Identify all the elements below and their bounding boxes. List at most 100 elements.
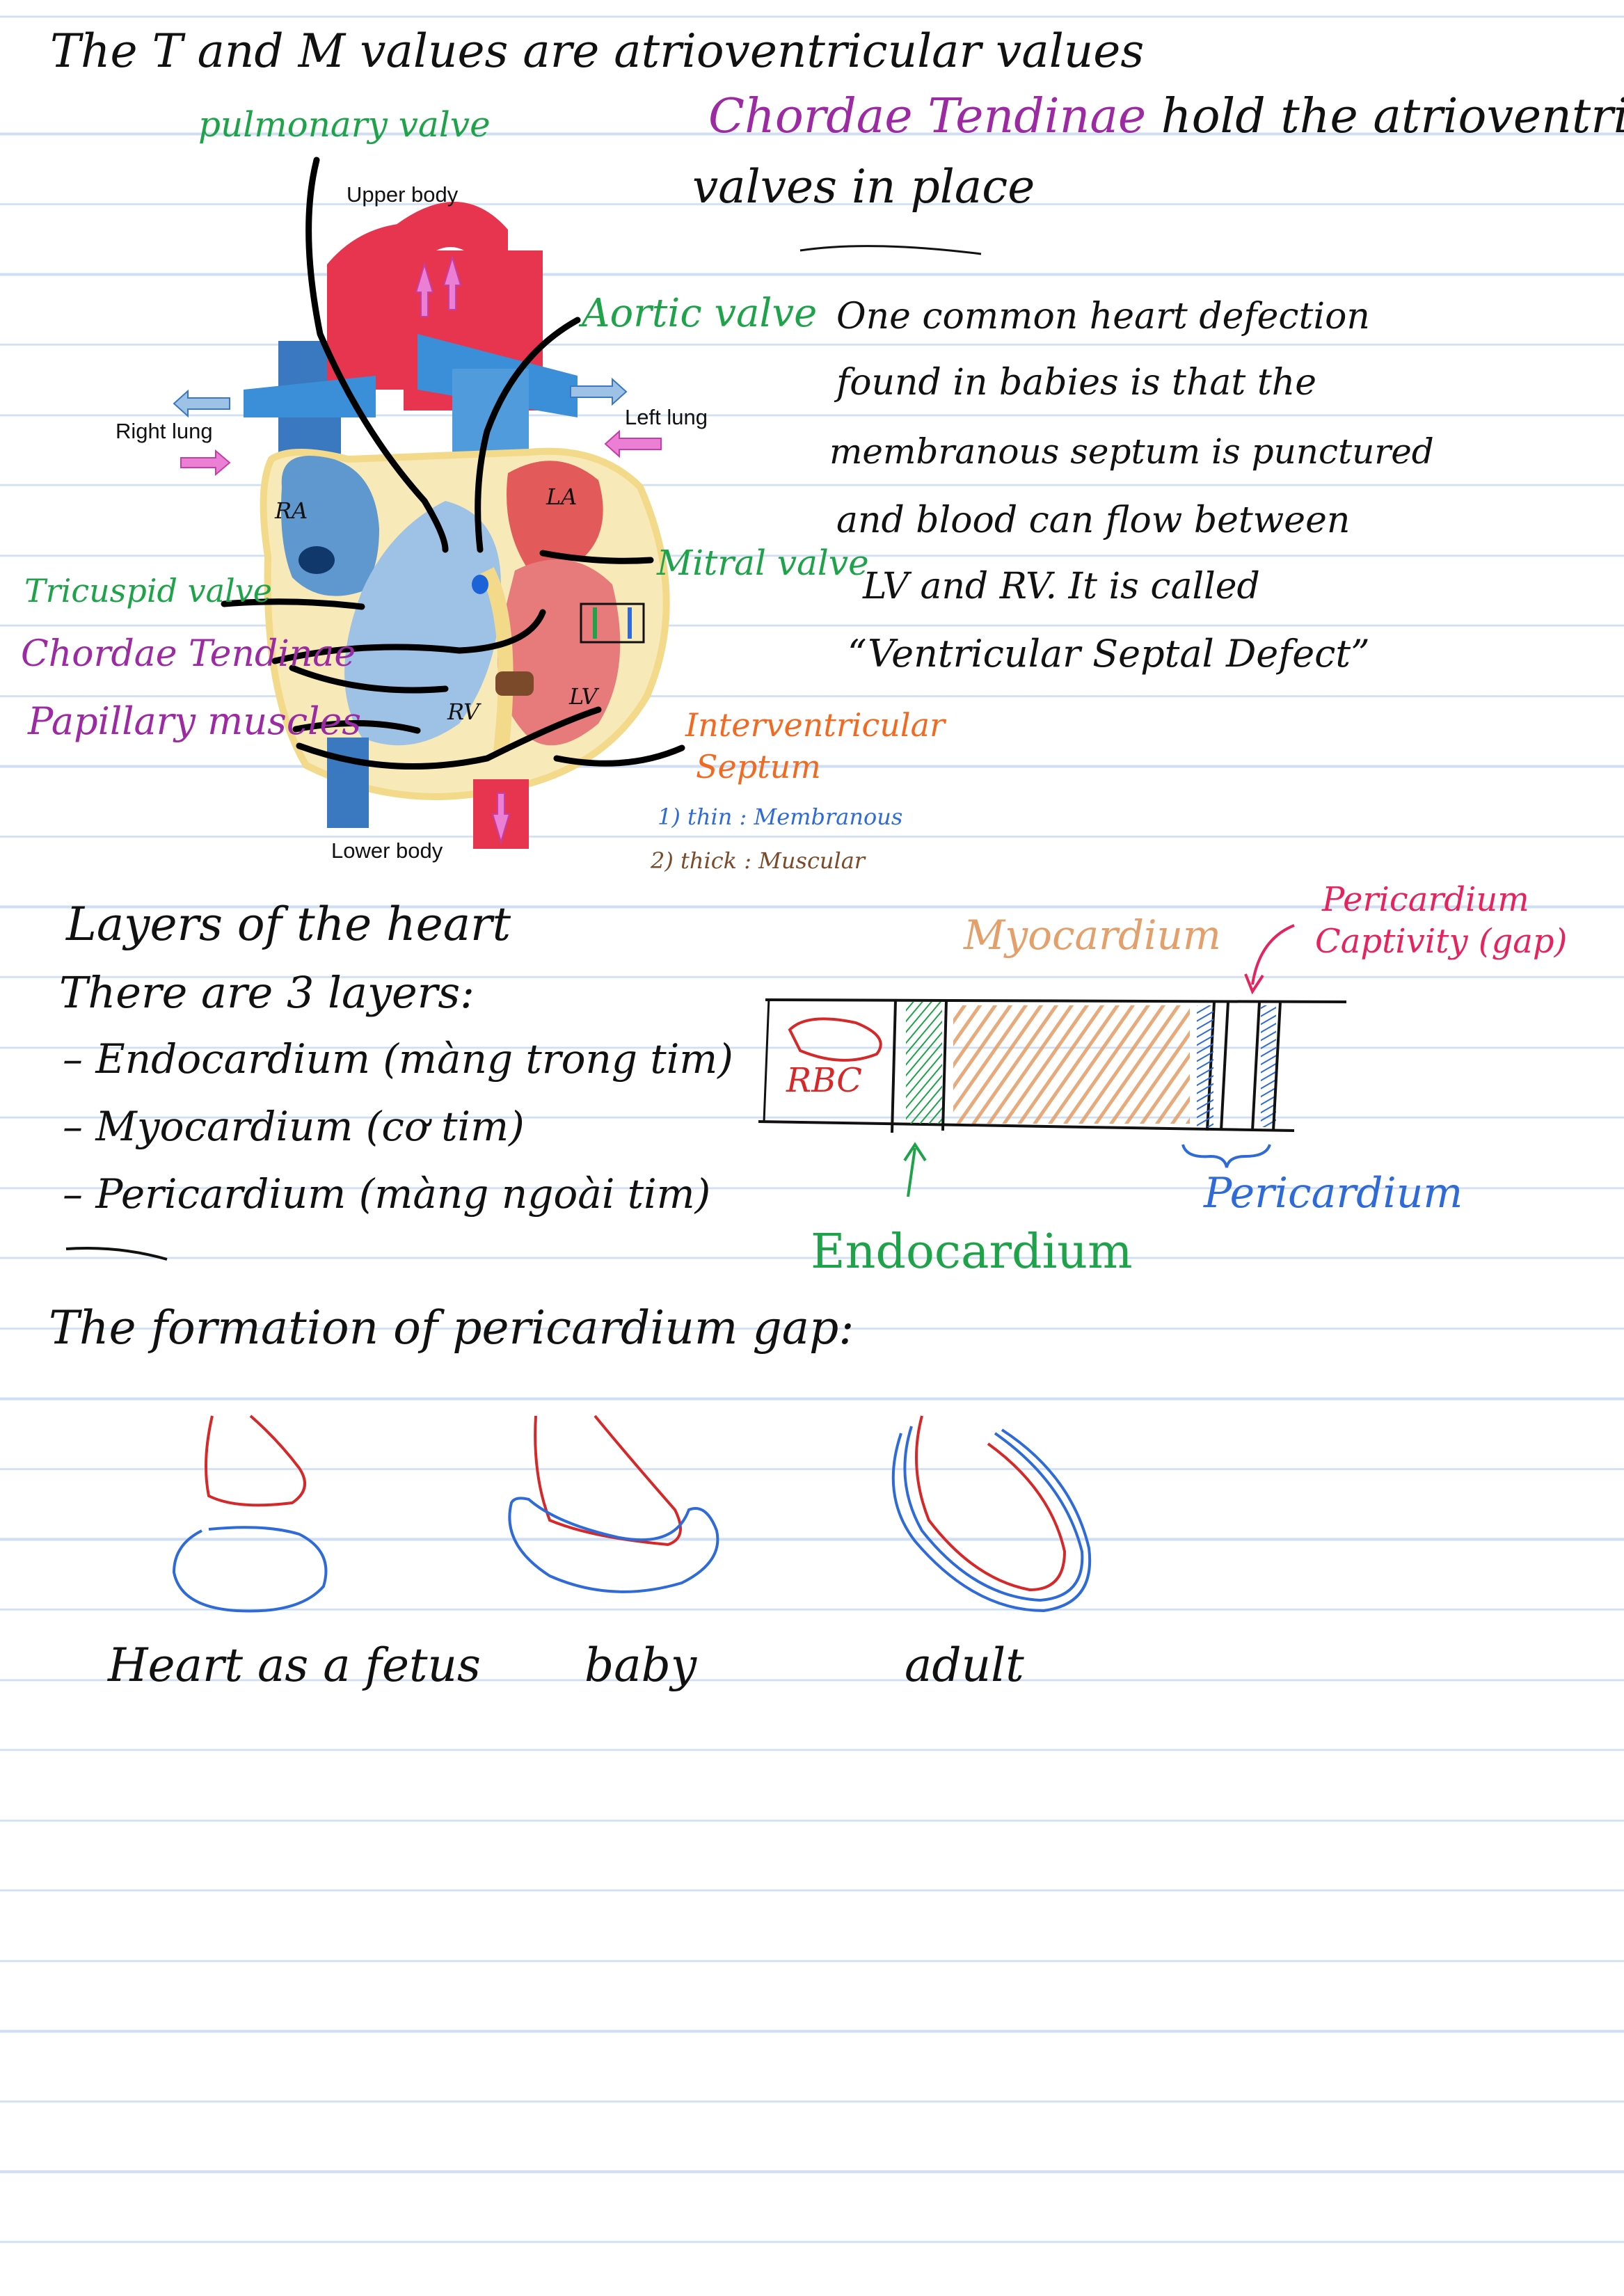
defect-line: “Ventricular Septal Defect” — [847, 632, 1370, 676]
annotation-strokes — [221, 157, 685, 770]
mitral-pointer-line — [539, 550, 654, 564]
fetus-pericardium-outline — [172, 1526, 328, 1613]
caption-fetus: Heart as a fetus — [108, 1639, 481, 1692]
rbc-shape — [788, 1017, 882, 1062]
septum-pointer-line — [553, 744, 685, 767]
defect-line: LV and RV. It is called — [863, 566, 1260, 607]
label-left-lung: Left lung — [625, 405, 708, 429]
tissue-left-edge — [763, 998, 770, 1122]
label-endocardium: Endocardium — [811, 1225, 1133, 1279]
chordae-pointer-line — [271, 609, 546, 664]
myocardium-hatch — [953, 1005, 1190, 1124]
label-septum: Septum — [696, 748, 821, 786]
label-lv: LV — [569, 683, 598, 710]
arrow-to-left-lung — [570, 377, 628, 406]
label-pulmonary-valve: pulmonary valve — [198, 104, 491, 145]
cavity-arrowhead — [1244, 973, 1264, 995]
label-thin-membranous: 1) thin : Membranous — [658, 804, 903, 830]
defect-line: found in babies is that the — [836, 362, 1317, 404]
label-papillary-muscles: Papillary muscles — [28, 699, 362, 743]
label-ra: RA — [275, 497, 308, 524]
label-aortic-valve: Aortic valve — [582, 291, 818, 336]
arrow-up-1 — [415, 262, 434, 317]
chordae-underline — [799, 245, 982, 255]
label-mitral-valve: Mitral valve — [657, 543, 869, 583]
tissue-bottom-line — [758, 1120, 1295, 1132]
tissue-top-line — [765, 998, 1347, 1003]
adult-pericardium-outer — [891, 1428, 1092, 1613]
chordae-pointer-line-2 — [289, 664, 449, 694]
arrow-from-left-lung — [604, 429, 662, 459]
pulmonary-pointer-line — [305, 157, 449, 553]
label-upper-body: Upper body — [347, 182, 459, 207]
cavity-arrow — [1251, 924, 1295, 985]
inferior-vena-cava — [327, 738, 369, 828]
endocardium-left-line — [891, 1000, 897, 1133]
endocardium-hatch — [906, 1002, 942, 1124]
adult-heart-outline — [915, 1415, 1067, 1592]
defect-line: One common heart defection — [836, 296, 1370, 337]
aortic-arch — [390, 202, 508, 390]
pericardium-outer-hatch — [1261, 1005, 1276, 1127]
label-la: LA — [546, 484, 578, 510]
label-rv: RV — [447, 699, 480, 725]
arrow-to-right-lung — [173, 389, 230, 418]
label-rbc: RBC — [786, 1061, 863, 1100]
label-pericardium-cavity: Pericardium — [1322, 880, 1529, 919]
adult-pericardium-inner — [903, 1426, 1084, 1602]
chordae-note-line2: valves in place — [692, 160, 1035, 214]
layers-intro: There are 3 layers: — [59, 967, 475, 1018]
endocardium-right-line — [941, 1000, 948, 1131]
caption-baby: baby — [584, 1639, 697, 1692]
chordae-note: Chordae Tendinae hold the atrioventricul… — [708, 89, 1624, 144]
arrow-from-right-lung — [180, 449, 231, 477]
caption-adult: adult — [905, 1639, 1024, 1692]
fetus-heart-outline — [205, 1414, 306, 1507]
papillary-muscle-patch — [495, 671, 534, 696]
arrow-up-2 — [443, 255, 462, 310]
label-tricuspid-valve: Tricuspid valve — [24, 572, 272, 609]
pericardium-line-4 — [1272, 1001, 1282, 1131]
septum-box — [580, 603, 645, 644]
label-captivity-gap: Captivity (gap) — [1315, 922, 1568, 961]
defect-line: membranous septum is punctured — [829, 431, 1434, 472]
layer-item: – Myocardium (cơ tim) — [63, 1103, 525, 1150]
left-ventricle — [497, 559, 621, 746]
label-interventricular: Interventricular — [685, 706, 946, 744]
pericardium-line-3 — [1251, 1001, 1261, 1131]
chordae-rest: hold the atrioventricular — [1161, 89, 1624, 144]
papillary-pointer-line — [292, 720, 421, 734]
tricuspid-pointer-line — [221, 598, 365, 610]
atrioventricular-note: The T and M values are atrioventricular … — [50, 24, 1145, 78]
valve-dot — [472, 575, 488, 594]
label-right-lung: Right lung — [116, 419, 213, 443]
pericardium-line-2 — [1220, 1001, 1229, 1131]
layer-item: – Pericardium (màng ngoài tim) — [63, 1170, 711, 1218]
label-myocardium: Myocardium — [964, 911, 1221, 959]
chordae-title: Chordae Tendinae — [708, 89, 1147, 144]
tilde-mark — [65, 1247, 168, 1261]
aortic-pointer-line — [475, 317, 581, 553]
label-thick-muscular: 2) thick : Muscular — [651, 847, 866, 874]
formation-title: The formation of pericardium gap: — [49, 1301, 854, 1355]
pericardium-brace — [1181, 1144, 1271, 1168]
label-lower-body: Lower body — [331, 838, 443, 863]
coronary-opening — [298, 546, 335, 574]
baby-heart-outline — [534, 1414, 682, 1547]
arrow-down-body — [491, 792, 511, 845]
label-chordae-tendinae: Chordae Tendinae — [21, 633, 356, 675]
baby-pericardium-outline — [508, 1497, 719, 1593]
pericardium-inner-hatch — [1197, 1005, 1213, 1127]
layer-item: – Endocardium (màng trong tim) — [63, 1035, 733, 1083]
layers-title: Layers of the heart — [66, 898, 511, 951]
endocardium-arrow — [903, 1142, 927, 1197]
right-ventricle — [344, 501, 501, 746]
defect-line: and blood can flow between — [836, 500, 1351, 541]
papillary-pointer-line-2 — [296, 706, 602, 770]
label-pericardium: Pericardium — [1204, 1169, 1463, 1218]
